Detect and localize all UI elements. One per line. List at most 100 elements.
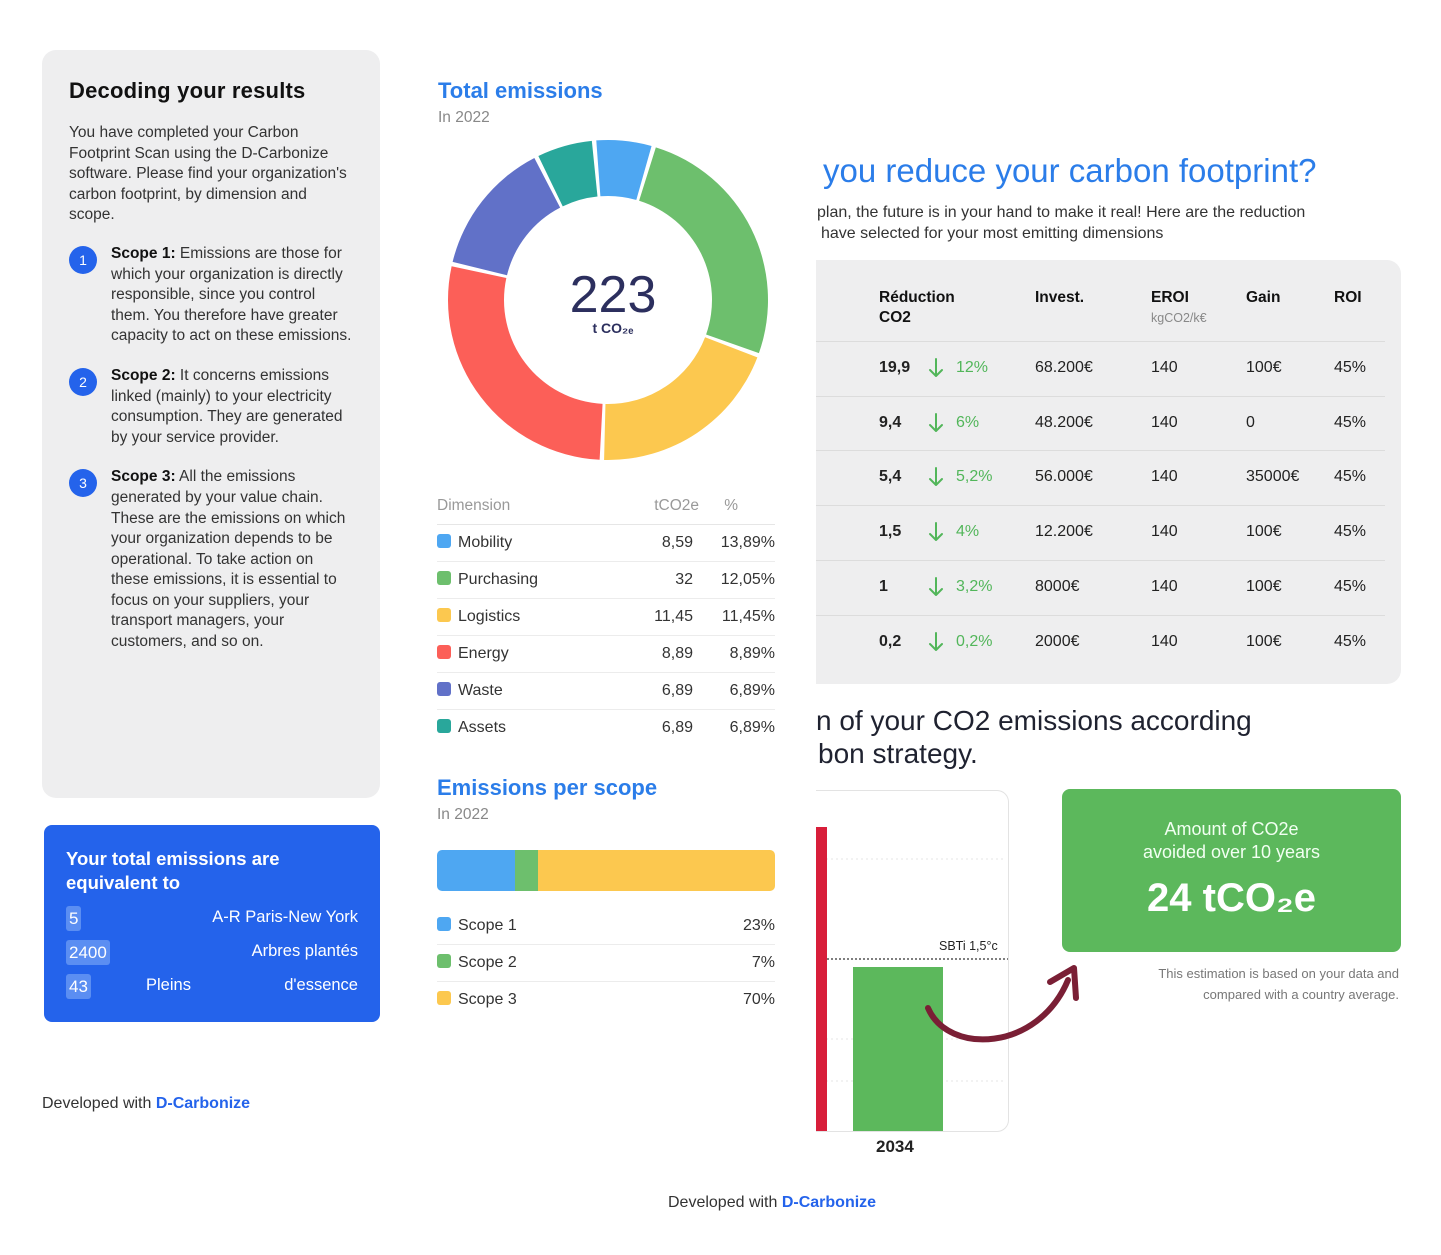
scope-1-label: Scope 1: [111, 244, 176, 262]
gain-value: 100€ [1246, 577, 1282, 595]
dimension-row: Logistics 11,45 11,45% [437, 599, 775, 636]
brand-link[interactable]: D-Carbonize [781, 1194, 877, 1211]
gain-value: 100€ [1246, 632, 1282, 650]
dimension-name: Logistics [437, 608, 520, 626]
scope-2-item: 2 Scope 2: It concerns emissions linked … [69, 366, 352, 448]
curved-arrow-icon [925, 965, 1079, 1043]
dimension-label: Logistics [458, 608, 521, 625]
dimension-table-header: Dimension tCO2e % [437, 489, 775, 525]
header-invest: Invest. [1035, 289, 1085, 306]
scope-percent: 70% [742, 991, 775, 1008]
legend-swatch [437, 917, 451, 931]
scope-emissions-subtitle: In 2022 [437, 806, 489, 823]
co2-avoided-card: Amount of CO2e avoided over 10 years 24 … [1062, 789, 1401, 952]
dimension-tco2e: 11,45 [654, 608, 693, 625]
projection-heading-line2: bon strategy. [818, 738, 978, 769]
scope-1-text: Emissions are those for which your organ… [111, 244, 352, 345]
row-divider [816, 559, 1385, 561]
header-dimension: Dimension [437, 497, 511, 514]
header-eroi-label: EROI [1151, 289, 1189, 306]
scope-2-text: It concerns emissions linked (mainly) to… [111, 366, 343, 446]
equivalence-number: 43 [66, 974, 91, 999]
developed-with-footer: Developed with D-Carbonize [42, 1095, 250, 1113]
dimension-percent: 12,05% [720, 571, 775, 588]
dimension-label: Assets [458, 719, 507, 736]
roi-value: 45% [1334, 413, 1367, 431]
legend-swatch [437, 991, 451, 1005]
row-divider [816, 395, 1385, 397]
header-reduction: Réduction CO2 [879, 288, 955, 328]
dimension-percent: 6,89% [729, 682, 775, 699]
total-emissions-title: Total emissions [438, 78, 603, 103]
legend-swatch [437, 534, 451, 548]
scope-stacked-bar [437, 850, 775, 891]
dimension-label: Waste [458, 682, 503, 699]
projection-chart-svg [816, 827, 1008, 1131]
roi-value: 45% [1334, 632, 1367, 650]
scope-label: Scope 1 [458, 917, 517, 934]
invest-value: 68.200€ [1035, 359, 1093, 376]
dimension-row: Energy 8,89 8,89% [437, 636, 775, 673]
dimension-name: Mobility [437, 534, 512, 552]
equivalence-number: 5 [66, 906, 82, 931]
scope-row: Scope 1 23% [437, 908, 775, 945]
reduction-percent: 6% [956, 413, 980, 431]
roi-value: 45% [1334, 523, 1367, 541]
equivalence-mid-label: Pleins [146, 976, 191, 994]
scope-name: Scope 3 [437, 991, 517, 1009]
estimation-note-line2: compared with a country average. [1203, 987, 1399, 1002]
legend-swatch [437, 571, 451, 585]
row-divider [816, 341, 1385, 342]
scope-3-text: All the emissions generated by your valu… [111, 468, 346, 651]
header-eroi: EROI kgCO2/k€ [1151, 288, 1207, 328]
scope-3-item: 3 Scope 3: All the emissions generated b… [69, 467, 352, 652]
year-2034-bar [853, 967, 943, 1131]
roi-value: 45% [1334, 577, 1367, 595]
decoding-intro: You have completed your Carbon Footprint… [69, 124, 347, 224]
scope-label: Scope 2 [458, 954, 517, 971]
header-eroi-unit: kgCO2/k€ [1151, 311, 1207, 325]
dimension-label: Purchasing [458, 571, 539, 588]
reduction-percent: 0,2% [956, 632, 993, 650]
scope-bar-segment [437, 850, 515, 891]
scope-percent: 7% [751, 954, 775, 971]
equivalence-label: d'essence [284, 976, 358, 994]
eroi-value: 140 [1151, 577, 1178, 595]
donut-slice-assets [538, 140, 598, 207]
header-percent: % [724, 497, 738, 514]
baseline-red-bar [816, 827, 827, 1131]
footer-prefix: Developed with [42, 1095, 156, 1112]
total-emissions-donut-chart [448, 140, 768, 460]
gain-value: 0 [1246, 413, 1255, 431]
dimension-row: Purchasing 32 12,05% [437, 562, 775, 599]
dimension-percent: 6,89% [729, 719, 775, 736]
donut-center-value: 223 [569, 266, 657, 324]
eroi-value: 140 [1151, 359, 1178, 376]
dimension-name: Waste [437, 682, 503, 700]
equivalence-row: 5 A-R Paris-New York [66, 906, 358, 940]
reduction-value: 9,4 [879, 413, 902, 431]
scope-bar-segment [514, 850, 539, 891]
eroi-value: 140 [1151, 413, 1178, 431]
scope-name: Scope 1 [437, 917, 517, 935]
down-arrow-icon [929, 522, 943, 542]
brand-link[interactable]: D-Carbonize [155, 1095, 251, 1112]
reduction-percent: 5,2% [956, 468, 993, 486]
donut-slice-purchasing [639, 147, 768, 354]
dimension-label: Energy [458, 645, 509, 662]
legend-swatch [437, 954, 451, 968]
equivalence-row: 2400 Arbres plantés [66, 940, 358, 974]
legend-swatch [437, 719, 451, 733]
row-divider [816, 614, 1385, 616]
projection-heading-line1: n of your CO2 emissions according [816, 705, 1252, 736]
donut-slice-logistics [604, 337, 758, 460]
equivalence-number: 2400 [66, 940, 110, 965]
legend-swatch [437, 682, 451, 696]
equivalence-card: Your total emissions are equivalent to 5… [44, 825, 380, 1022]
eroi-value: 140 [1151, 632, 1178, 650]
reduce-description-line2: have selected for your most emitting dim… [821, 225, 1164, 242]
scope-percent: 23% [742, 917, 775, 934]
reduce-description-line1: plan, the future is in your hand to make… [817, 204, 1306, 221]
scope-row: Scope 3 70% [437, 982, 775, 1018]
dimension-percent: 13,89% [720, 534, 775, 551]
